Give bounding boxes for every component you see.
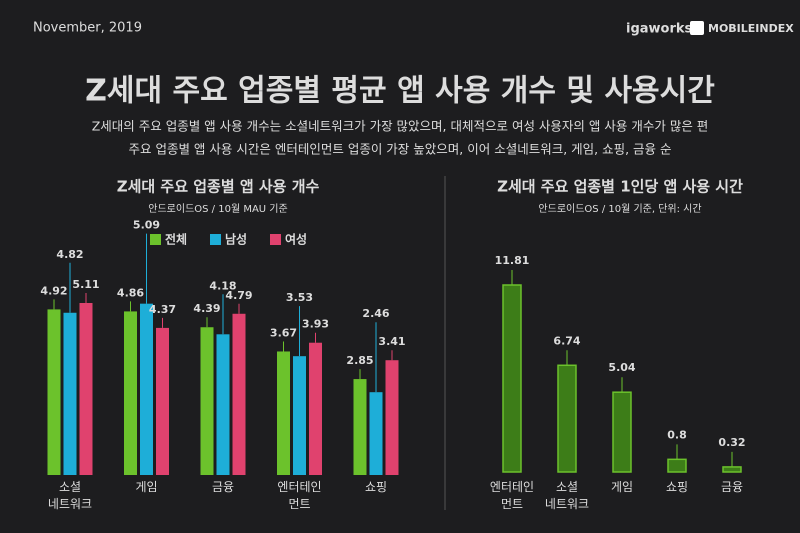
bar <box>140 303 153 475</box>
chart-title: Z세대 주요 업종별 앱 사용 개수 <box>117 178 320 196</box>
value-label: 5.09 <box>133 219 160 232</box>
bar <box>722 466 742 473</box>
value-label: 0.32 <box>718 436 745 449</box>
value-label: 5.11 <box>72 278 99 291</box>
date: November, 2019 <box>33 21 142 36</box>
bar <box>277 351 290 475</box>
value-label: 3.67 <box>270 326 297 339</box>
bar <box>557 364 577 473</box>
value-label: 11.81 <box>495 254 530 267</box>
bar <box>293 356 306 475</box>
legend-label: 전체 <box>165 232 187 247</box>
bar <box>309 342 322 475</box>
legend-swatch <box>210 234 221 245</box>
chart-title: Z세대 주요 업종별 1인당 앱 사용 시간 <box>497 178 743 196</box>
bar <box>385 360 399 475</box>
bar <box>79 303 93 475</box>
bar <box>200 327 214 475</box>
bar <box>47 309 61 475</box>
x-tick-label: 소셜 네트워크 <box>545 480 589 511</box>
logo: MOBILEINDEX <box>708 22 794 35</box>
page-subtitle: 주요 업종별 앱 사용 시간은 엔터테인먼트 업종이 가장 높았으며, 이어 소… <box>128 142 671 157</box>
value-label: 2.85 <box>346 354 373 367</box>
legend-swatch <box>150 234 161 245</box>
chart-subtitle: 안드로이드OS / 10월 MAU 기준 <box>148 203 287 215</box>
value-label: 3.93 <box>302 318 329 331</box>
legend-swatch <box>270 234 281 245</box>
value-label: 4.39 <box>193 302 220 315</box>
x-tick-label: 엔터테인 먼트 <box>277 480 321 511</box>
legend-label: 남성 <box>225 232 247 247</box>
x-tick-label: 금융 <box>721 480 743 494</box>
value-label: 4.82 <box>56 248 83 261</box>
value-label: 5.04 <box>608 361 635 374</box>
value-label: 4.79 <box>225 289 252 302</box>
page-subtitle: Z세대의 주요 업종별 앱 사용 개수는 소셜네트워크가 가장 많았으며, 대체… <box>92 119 709 134</box>
chart-subtitle: 안드로이드OS / 10월 기준, 단위: 시간 <box>538 202 701 215</box>
bar <box>63 312 77 475</box>
x-tick-label: 게임 <box>611 480 633 494</box>
bar <box>369 392 383 475</box>
value-label: 3.41 <box>378 335 405 348</box>
bar <box>667 458 687 473</box>
page-title: Z세대 주요 업종별 평균 앱 사용 개수 및 사용시간 <box>85 74 715 109</box>
bar <box>502 284 522 473</box>
value-label: 4.86 <box>117 286 144 299</box>
bar <box>612 391 632 473</box>
value-label: 6.74 <box>553 334 580 347</box>
value-label: 3.53 <box>286 291 313 304</box>
value-label: 4.18 <box>209 279 236 292</box>
x-tick-label: 게임 <box>135 480 157 494</box>
legend-label: 여성 <box>285 232 307 247</box>
value-label: 4.92 <box>40 284 67 297</box>
logo: igaworks <box>626 22 693 37</box>
logo-icon <box>690 21 704 35</box>
x-tick-label: 엔터테인 먼트 <box>490 480 534 511</box>
x-tick-label: 쇼핑 <box>666 480 688 494</box>
x-tick-label: 쇼핑 <box>365 480 387 494</box>
bar <box>156 327 169 475</box>
x-tick-label: 금융 <box>212 480 234 494</box>
bar <box>232 313 246 475</box>
value-label: 0.8 <box>667 428 687 441</box>
x-tick-label: 소셜 네트워크 <box>48 480 92 511</box>
bar <box>216 334 230 475</box>
value-label: 4.37 <box>149 303 176 316</box>
value-label: 2.46 <box>362 307 389 320</box>
bar <box>353 379 367 475</box>
bar <box>124 311 137 475</box>
